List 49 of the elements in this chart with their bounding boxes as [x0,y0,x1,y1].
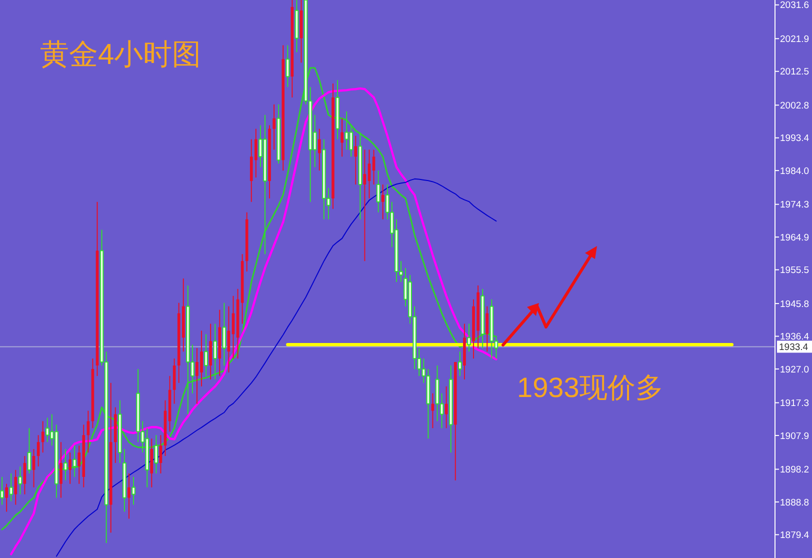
candlestick [467,323,471,352]
candlestick [14,469,18,506]
annotation: 1933现价多 [517,372,664,403]
candlestick [68,452,72,484]
candlestick [318,128,321,172]
y-tick-label: 1955.5 [780,265,810,276]
candlestick [354,135,358,185]
candlestick [486,306,489,352]
candlestick [286,44,290,88]
candlestick [381,184,384,220]
candlestick [272,104,276,150]
candlestick [0,476,4,506]
y-tick-label: 1898.2 [780,464,810,476]
candlestick [154,434,158,474]
y-tick-label: 1888.8 [780,497,810,508]
candlestick [204,334,208,376]
y-tick-label: 1936.4 [780,332,810,343]
candlestick [41,420,44,454]
y-tick-label: 2021.9 [780,34,810,45]
candlestick [18,466,22,495]
candlestick [222,302,226,366]
candlestick [363,149,366,262]
ref-line-label: 1933.4 [779,342,808,354]
candlestick [72,445,76,478]
y-tick-label: 2012.5 [780,66,810,78]
candlestick [27,428,32,474]
candlestick [5,483,8,512]
candlestick [60,442,62,498]
candlestick [431,392,434,429]
candlestick [376,170,380,213]
candlestick [64,448,68,481]
y-tick-label: 1917.3 [780,398,810,410]
y-tick-label: 1974.3 [780,200,810,211]
text: 黄金4小时图 [40,39,202,71]
candlestick [458,351,462,376]
candlestick [132,476,136,506]
y-tick-label: 2002.8 [780,100,810,112]
y-tick-label: 1984.0 [780,166,810,177]
candlestick [9,472,14,502]
y-tick-label: 1927.0 [780,364,810,376]
y-tick-label: 1964.9 [780,232,810,244]
y-tick-label: 1907.9 [780,430,810,442]
y-tick-label: 2031.6 [780,0,810,12]
y-tick-label: 1945.8 [780,298,810,310]
candlestick [213,323,218,380]
candlestick [128,472,130,520]
y-tick-label: 1993.4 [780,133,810,144]
candlestick [340,118,344,158]
y-tick-label: 1879.4 [780,530,810,541]
